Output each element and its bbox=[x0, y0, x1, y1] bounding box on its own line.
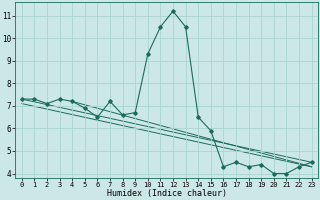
X-axis label: Humidex (Indice chaleur): Humidex (Indice chaleur) bbox=[107, 189, 227, 198]
